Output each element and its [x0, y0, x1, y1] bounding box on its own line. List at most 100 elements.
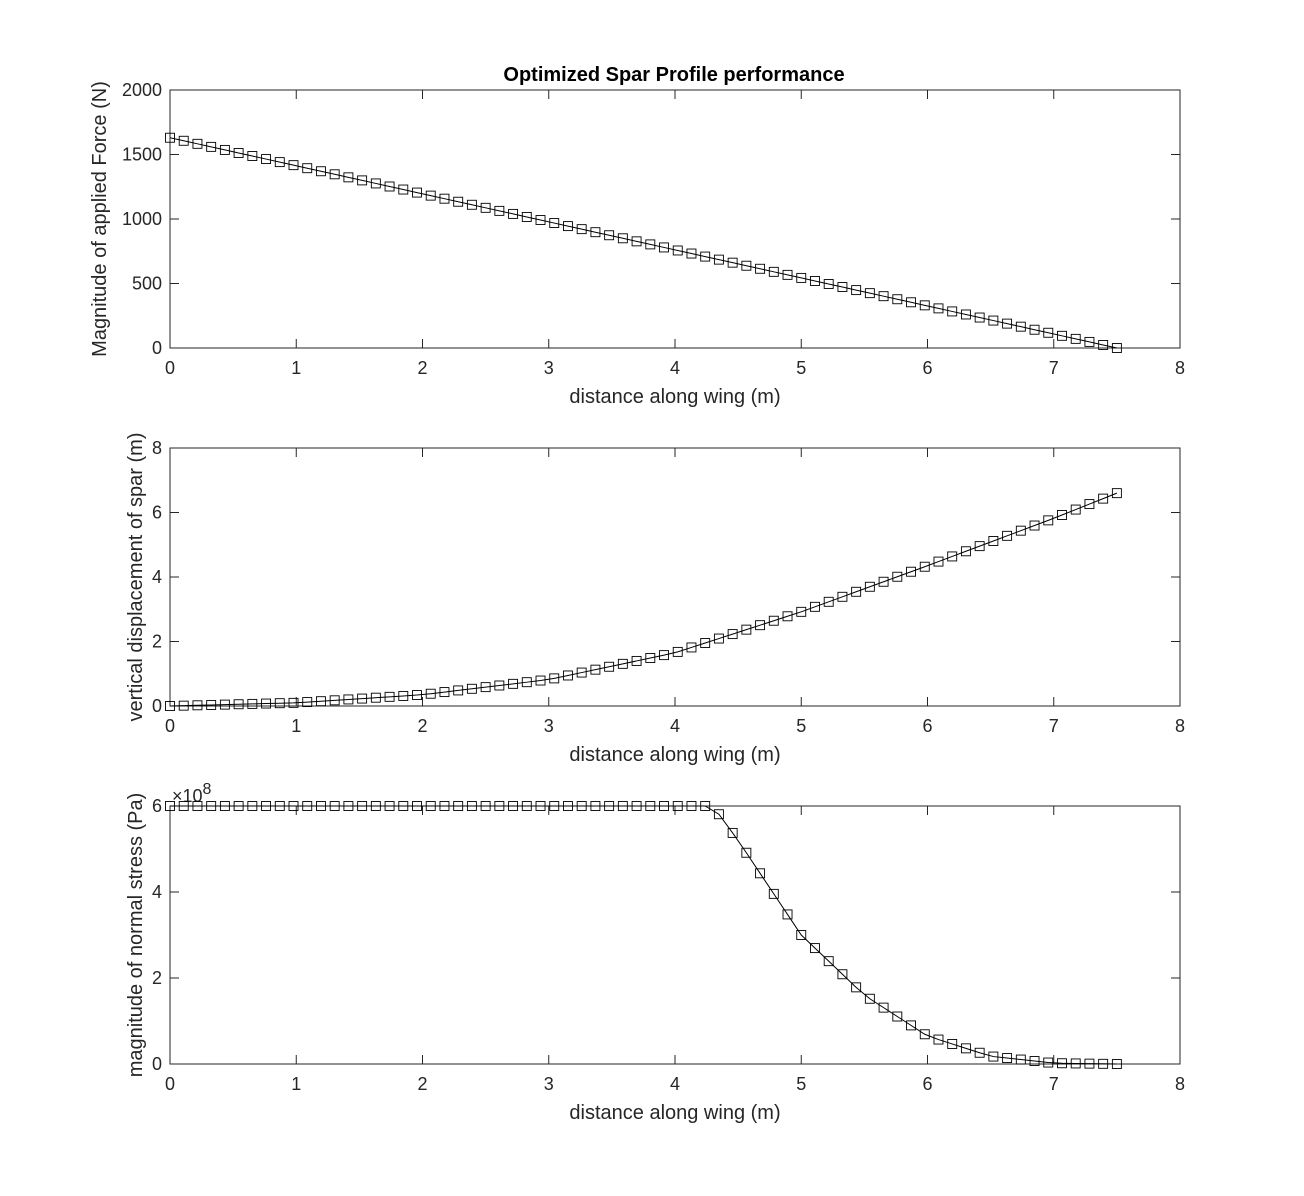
data-point: [700, 638, 711, 648]
data-point: [261, 698, 272, 709]
data-point: [755, 868, 766, 879]
data-point: [796, 606, 807, 617]
data-point: [1002, 318, 1013, 329]
data-point: [274, 698, 285, 709]
data-point: [755, 263, 766, 274]
series-line: [169, 137, 1117, 349]
data-point: [219, 699, 230, 710]
data-point: [370, 178, 381, 189]
data-point: [1111, 343, 1122, 353]
data-point: [713, 633, 724, 644]
data-point: [1015, 321, 1026, 332]
data-point: [1084, 499, 1095, 510]
data-point: [412, 690, 422, 701]
x-tick-label: 5: [796, 1074, 806, 1094]
y-tick-label: 1000: [122, 209, 162, 229]
data-point: [206, 801, 217, 811]
x-tick-label: 4: [670, 1074, 680, 1094]
figure-title: Optimized Spar Profile performance: [503, 64, 844, 86]
data-point: [357, 693, 368, 704]
data-point: [810, 601, 820, 612]
data-point: [439, 193, 450, 204]
data-point: [837, 591, 848, 602]
data-point: [1002, 530, 1013, 541]
data-point: [810, 943, 820, 954]
data-point: [412, 801, 422, 811]
x-tick-label: 1: [291, 358, 301, 378]
x-axis-label: distance along wing (m): [569, 386, 780, 408]
data-point: [933, 303, 944, 314]
data-point: [480, 202, 491, 213]
data-point: [466, 801, 477, 811]
data-point: [384, 801, 395, 811]
x-tick-label: 0: [165, 716, 175, 736]
data-point: [576, 801, 587, 811]
data-point: [686, 248, 697, 259]
y-axis-label: Magnitude of applied Force (N): [89, 81, 111, 357]
data-point: [947, 551, 958, 562]
data-point: [672, 646, 683, 657]
y-tick-label: 2000: [122, 80, 162, 100]
data-point: [274, 157, 285, 168]
data-point: [878, 576, 889, 587]
data-point: [494, 205, 505, 216]
y-tick-label: 2: [152, 968, 162, 988]
data-point: [247, 698, 258, 709]
data-point: [768, 266, 779, 277]
data-point: [576, 667, 587, 678]
x-tick-label: 4: [670, 716, 680, 736]
data-point: [192, 138, 203, 149]
x-tick-label: 3: [544, 1074, 554, 1094]
data-point: [686, 801, 697, 811]
data-point: [261, 154, 272, 165]
data-point: [768, 615, 779, 626]
x-tick-label: 8: [1175, 716, 1185, 736]
data-point: [165, 132, 175, 143]
data-point: [837, 969, 848, 980]
data-point: [672, 245, 683, 256]
data-point: [782, 269, 793, 280]
x-tick-label: 8: [1175, 358, 1185, 378]
data-point: [549, 801, 560, 811]
data-point: [521, 212, 532, 222]
data-point: [480, 682, 491, 693]
data-point: [864, 288, 875, 299]
x-tick-label: 8: [1175, 1074, 1185, 1094]
x-tick-label: 7: [1049, 716, 1059, 736]
data-point: [892, 571, 903, 582]
x-tick-label: 7: [1049, 358, 1059, 378]
data-point: [1002, 1053, 1013, 1064]
data-point: [316, 166, 326, 177]
data-point: [768, 888, 779, 899]
data-point: [425, 688, 436, 699]
data-point: [851, 982, 862, 993]
data-point: [1029, 1056, 1040, 1067]
data-point: [837, 282, 848, 292]
data-point: [535, 215, 546, 225]
data-point: [329, 169, 340, 180]
data-point: [782, 909, 793, 920]
y-tick-label: 4: [152, 567, 162, 587]
data-point: [453, 685, 464, 696]
data-point: [590, 801, 601, 811]
data-point: [604, 661, 615, 672]
data-point: [316, 696, 326, 707]
data-point: [713, 254, 724, 265]
data-point: [617, 801, 628, 811]
data-point: [1057, 330, 1067, 341]
data-point: [892, 294, 903, 305]
data-point: [508, 678, 519, 689]
series-line: [170, 805, 1117, 1065]
data-point: [494, 680, 505, 691]
data-point: [713, 809, 724, 820]
data-point: [494, 801, 505, 811]
data-point: [521, 677, 532, 688]
data-point: [412, 187, 422, 198]
data-point: [563, 801, 573, 811]
data-point: [357, 801, 368, 811]
x-axis-label: distance along wing (m): [569, 744, 780, 766]
data-point: [165, 701, 175, 711]
y-tick-label: 500: [132, 274, 162, 294]
data-point: [796, 272, 807, 283]
